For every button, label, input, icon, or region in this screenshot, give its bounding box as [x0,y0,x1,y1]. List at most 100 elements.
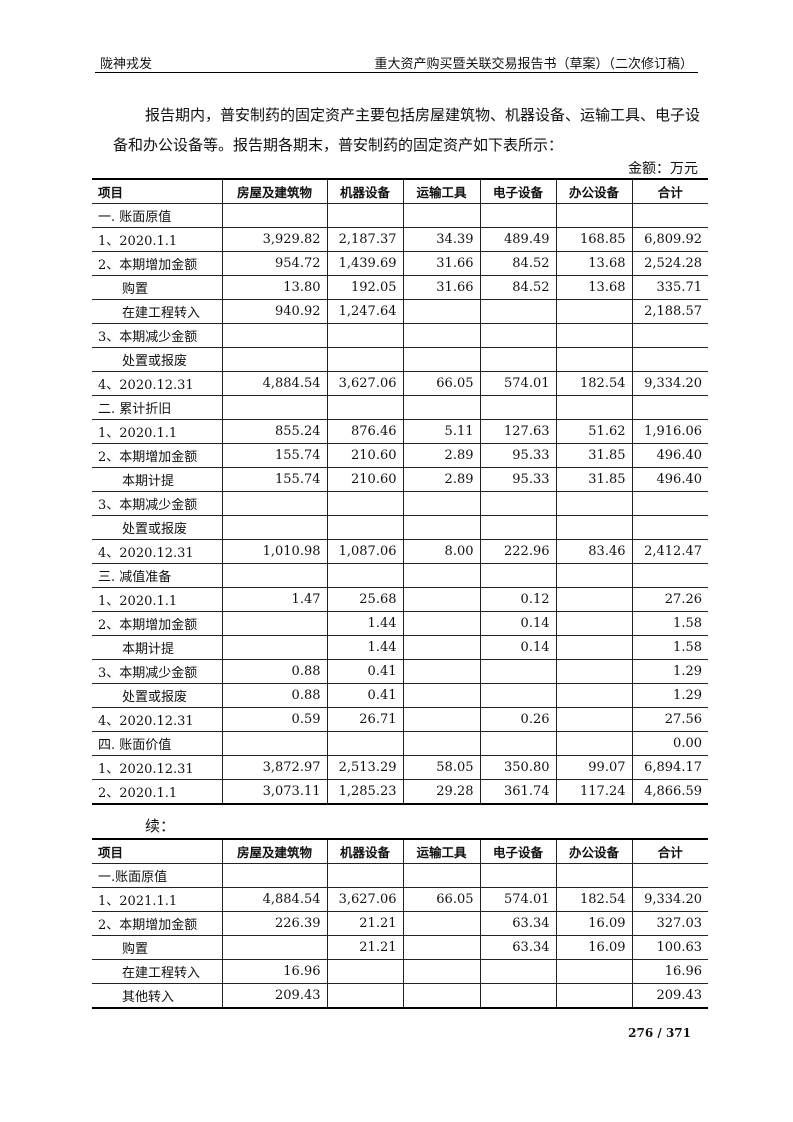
table-cell: 127.63 [479,419,557,444]
row-label: 一.账面原值 [92,863,223,888]
table-cell [555,491,633,516]
column-header: 办公设备 [555,838,633,864]
table-cell [555,683,633,708]
column-header: 运输工具 [402,838,481,864]
table-cell [326,347,404,372]
table-cell [555,863,633,888]
table-cell [402,635,481,660]
table-row: 本期计提 155.74 210.60 2.89 95.33 31.85 496.40 [92,467,708,492]
table-cell [402,659,481,684]
table-cell [479,299,557,324]
table-cell: 0.88 [221,659,328,684]
table-row: 一. 账面原值 [92,203,708,228]
table-cell: 100.63 [631,935,708,960]
table-cell [402,395,481,420]
table-cell [326,983,404,1009]
table-cell: 31.66 [402,275,481,300]
table-row: 1、2021.1.1 4,884.54 3,627.06 66.05 574.01 182… [92,887,708,912]
table-cell [631,563,708,588]
table-row: 购置 21.21 63.34 16.09 100.63 [92,935,708,960]
table-cell [221,203,328,228]
table-cell [326,323,404,348]
table-row: 处置或报废 0.88 0.41 1.29 [92,683,708,708]
table-row: 2、本期增加金额 155.74 210.60 2.89 95.33 31.85 496.40 [92,443,708,468]
table-cell [221,563,328,588]
table-cell: 1.58 [631,611,708,636]
table-cell: 29.28 [402,779,481,805]
table-cell: 2,513.29 [326,755,404,780]
table-cell: 1.29 [631,683,708,708]
table-row: 3、本期减少金额 [92,491,708,516]
page-number: 276 / 371 [628,1026,691,1040]
table-row: 在建工程转入 940.92 1,247.64 2,188.57 [92,299,708,324]
table-cell [479,203,557,228]
row-label: 4、2020.12.31 [92,707,223,732]
table-cell: 0.14 [479,635,557,660]
table-cell [479,959,557,984]
table-cell: 1,010.98 [221,539,328,564]
row-label: 二. 累计折旧 [92,395,223,420]
table-row: 2、本期增加金额 954.72 1,439.69 31.66 84.52 13.68 2,5… [92,251,708,276]
table-cell: 1,439.69 [326,251,404,276]
row-label: 本期计提 [92,467,223,492]
table-cell [631,203,708,228]
row-label: 一. 账面原值 [92,203,223,228]
table-cell [326,563,404,588]
table-cell [402,983,481,1009]
table-cell [221,611,328,636]
table-cell: 27.26 [631,587,708,612]
table-cell [479,659,557,684]
header-report-title: 重大资产购买暨关联交易报告书（草案）（二次修订稿） [374,57,693,72]
table-row: 1、2020.1.1 855.24 876.46 5.11 127.63 51.62 1,9… [92,419,708,444]
table-cell: 182.54 [555,371,633,396]
table-cell [402,911,481,936]
table-cell [221,635,328,660]
table-cell [326,395,404,420]
row-label: 3、本期减少金额 [92,659,223,684]
column-header: 办公设备 [555,178,633,204]
column-header: 房屋及建筑物 [221,838,328,864]
table-cell: 155.74 [221,467,328,492]
column-header: 项目 [92,838,223,864]
table-header-row: 项目 房屋及建筑物 机器设备 运输工具 电子设备 办公设备 合计 [92,178,708,204]
table-cell: 1,285.23 [326,779,404,805]
table-row: 3、本期减少金额 [92,323,708,348]
table-cell: 31.85 [555,467,633,492]
table-cell: 2,188.57 [631,299,708,324]
table-cell [326,863,404,888]
table-cell [631,347,708,372]
table-cell [402,299,481,324]
table-cell [326,731,404,756]
table-cell: 9,334.20 [631,887,708,912]
table-cell: 16.96 [221,959,328,984]
column-header: 机器设备 [326,178,404,204]
table-cell: 496.40 [631,467,708,492]
table-cell [555,203,633,228]
table-cell [479,983,557,1009]
table-cell: 4,866.59 [631,779,708,805]
row-label: 1、2021.1.1 [92,887,223,912]
table-cell: 84.52 [479,251,557,276]
table-cell: 876.46 [326,419,404,444]
table-cell: 21.21 [326,911,404,936]
row-label: 4、2020.12.31 [92,371,223,396]
table-cell: 5.11 [402,419,481,444]
table-cell: 226.39 [221,911,328,936]
table-cell [402,587,481,612]
table-cell: 1.44 [326,635,404,660]
table-cell [402,731,481,756]
table-cell: 1.44 [326,611,404,636]
table-cell [555,563,633,588]
table-row: 4、2020.12.31 0.59 26.71 0.26 27.56 [92,707,708,732]
table-row: 4、2020.12.31 4,884.54 3,627.06 66.05 574.01 1… [92,371,708,396]
row-label: 1、2020.1.1 [92,227,223,252]
table-cell [402,863,481,888]
table-cell [402,935,481,960]
table-cell [555,587,633,612]
table-cell [479,563,557,588]
table-cell [221,491,328,516]
table-cell: 855.24 [221,419,328,444]
table-cell: 1.47 [221,587,328,612]
table-cell: 6,894.17 [631,755,708,780]
table-cell: 83.46 [555,539,633,564]
